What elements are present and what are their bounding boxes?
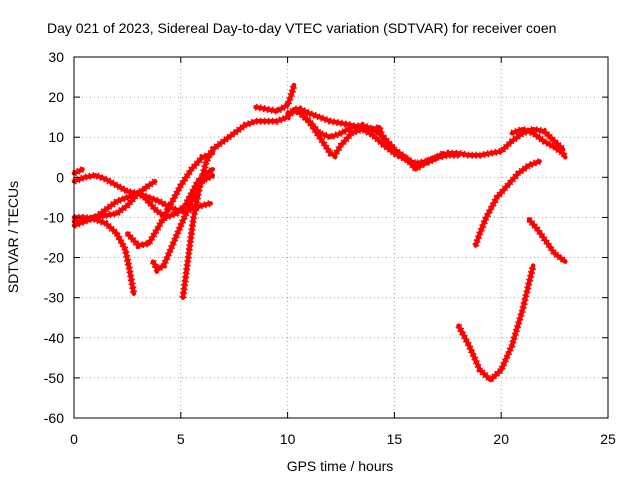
data-series xyxy=(71,82,569,385)
x-tick-label: 25 xyxy=(600,431,616,447)
series-line xyxy=(392,151,461,168)
plot-frame xyxy=(73,56,609,419)
series-line xyxy=(125,151,216,248)
series-arc-6 xyxy=(124,150,216,250)
y-tick-label: 10 xyxy=(48,129,64,145)
y-tick-label: -50 xyxy=(44,370,64,386)
series-markers xyxy=(526,217,568,265)
y-tick-label: 20 xyxy=(48,89,64,105)
series-arc-12 xyxy=(392,150,461,170)
series-markers xyxy=(472,158,541,247)
y-tick-label: -10 xyxy=(44,209,64,225)
chart-title: Day 021 of 2023, Sidereal Day-to-day VTE… xyxy=(47,20,556,36)
series-markers xyxy=(74,213,138,295)
series-markers xyxy=(149,172,215,275)
x-tick-label: 20 xyxy=(493,431,509,447)
series-arc-3 xyxy=(71,213,138,296)
series-markers xyxy=(254,84,298,115)
series-arc-14 xyxy=(472,158,542,248)
y-tick-label: -60 xyxy=(44,410,64,426)
series-line xyxy=(473,159,542,248)
series-line xyxy=(296,108,397,152)
y-tick-label: 0 xyxy=(56,169,64,185)
series-arc-2 xyxy=(71,166,85,177)
series-arc-15 xyxy=(455,263,537,385)
x-tick-label: 5 xyxy=(177,431,185,447)
series-arc-16 xyxy=(526,217,568,265)
y-tick-label: 30 xyxy=(48,49,64,65)
series-arc-11 xyxy=(295,108,397,152)
series-arc-9 xyxy=(253,82,298,115)
series-markers xyxy=(286,107,446,175)
series-markers xyxy=(124,150,215,250)
x-tick-label: 10 xyxy=(280,431,296,447)
y-tick-label: -20 xyxy=(44,250,64,266)
series-markers xyxy=(179,105,566,299)
axes: 0 5 10 15 20 25 -60 -50 -40 -30 -20 -10 0 10 20 30 xyxy=(44,49,616,447)
series-line xyxy=(71,215,137,296)
series-line xyxy=(456,263,536,383)
series-markers xyxy=(455,264,537,385)
x-tick-label: 0 xyxy=(70,431,78,447)
series-arc-5 xyxy=(71,166,216,229)
x-tick-label: 15 xyxy=(387,431,403,447)
series-markers xyxy=(72,166,84,177)
series-markers xyxy=(72,166,215,229)
x-axis-label: GPS time / hours xyxy=(287,458,394,474)
series-arc-13 xyxy=(509,125,569,160)
series-markers xyxy=(510,125,569,159)
y-tick-label: -30 xyxy=(44,290,64,306)
y-axis-label: SDTVAR / TECUs xyxy=(5,181,21,293)
y-tick-label: -40 xyxy=(44,330,64,346)
